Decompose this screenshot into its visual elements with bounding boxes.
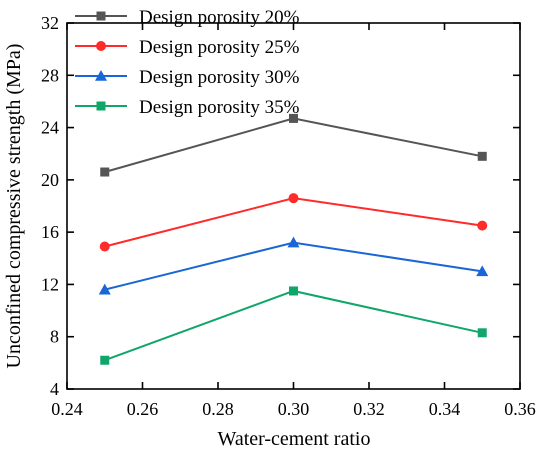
y-tick-label: 20	[41, 170, 59, 190]
legend-label: Design porosity 25%	[139, 37, 300, 58]
legend-label: Design porosity 20%	[139, 7, 300, 28]
data-point	[289, 113, 298, 123]
x-tick-label: 0.32	[353, 399, 385, 419]
legend-item: Design porosity 35%	[75, 97, 300, 118]
series-line	[104, 117, 483, 173]
data-point	[100, 355, 110, 365]
series-2	[99, 193, 488, 252]
data-point	[476, 265, 489, 277]
y-tick-label: 16	[41, 222, 59, 242]
series-3	[98, 236, 489, 295]
series-layer	[98, 113, 489, 365]
x-tick-label: 0.26	[127, 399, 159, 419]
data-point	[287, 236, 300, 248]
data-point	[100, 167, 110, 177]
y-tick-label: 12	[41, 274, 59, 294]
x-tick-label: 0.28	[202, 399, 234, 419]
legend-marker	[96, 101, 106, 111]
x-tick-label: 0.30	[278, 399, 310, 419]
series-4	[100, 286, 487, 365]
series-line	[104, 241, 483, 291]
y-tick-label: 32	[41, 13, 59, 33]
data-point	[99, 241, 110, 252]
legend-marker	[96, 41, 106, 51]
series-line	[104, 289, 483, 362]
y-tick-label: 24	[41, 118, 59, 138]
legend: Design porosity 20% Design porosity 25% De…	[75, 7, 300, 118]
legend-marker	[96, 11, 106, 21]
legend-label: Design porosity 35%	[139, 97, 300, 118]
y-tick-label: 4	[50, 379, 59, 399]
series-1	[100, 113, 487, 177]
legend-item: Design porosity 20%	[75, 7, 300, 28]
data-point	[98, 283, 111, 295]
data-point	[477, 328, 487, 338]
x-tick-label: 0.24	[51, 399, 83, 419]
legend-item: Design porosity 30%	[75, 67, 300, 88]
legend-item: Design porosity 25%	[75, 37, 300, 58]
axes: 0.24 0.26 0.28 0.30 0.32 0.34 0.36 4 8 12 16 20 24 28…	[41, 13, 536, 419]
y-axis-title: Unconfined compressive strength (MPa)	[3, 44, 25, 369]
data-point	[477, 151, 487, 161]
x-axis-title: Water-cement ratio	[218, 428, 371, 450]
x-tick-label: 0.36	[504, 399, 536, 419]
legend-label: Design porosity 30%	[139, 67, 300, 88]
data-point	[477, 220, 488, 231]
data-point	[288, 193, 299, 204]
legend-marker	[95, 70, 107, 81]
data-point	[289, 286, 298, 296]
x-tick-label: 0.34	[429, 399, 461, 419]
y-tick-label: 28	[41, 65, 59, 85]
y-tick-label: 8	[50, 327, 59, 347]
